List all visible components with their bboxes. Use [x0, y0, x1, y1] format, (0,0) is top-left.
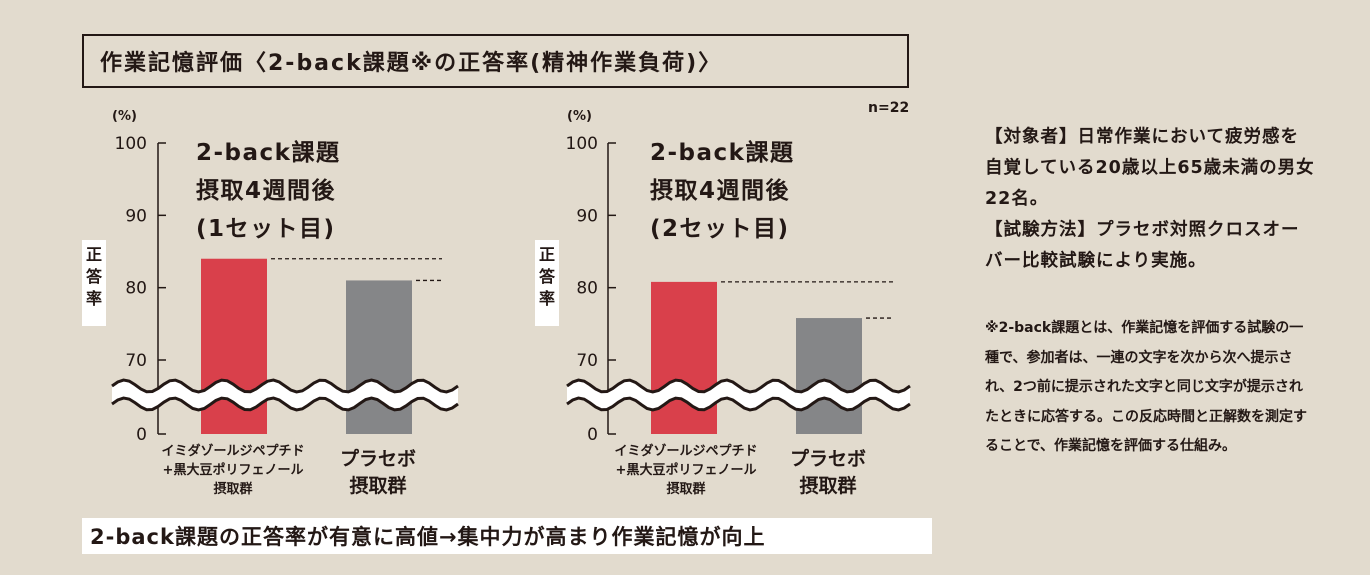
- category-label: 摂取群: [213, 481, 252, 497]
- bar-charts: (%)1009080700正答率2-back課題摂取4週間後(1セット目)イミダ…: [82, 109, 911, 497]
- y-tick-label: 70: [576, 351, 598, 371]
- placebo-bar: [346, 280, 412, 434]
- y-axis-label-char: 正: [539, 245, 555, 264]
- category-label: 摂取群: [349, 474, 406, 497]
- subjects-text: 【対象者】日常作業において疲労感を自覚している20歳以上65歳未満の男女22名。: [985, 127, 1315, 209]
- conclusion-banner: 2-back課題の正答率が有意に高値→集中力が高まり作業記憶が向上: [82, 518, 932, 554]
- figure-title: 作業記憶評価〈2-back課題※の正答率(精神作業負荷)〉: [82, 34, 909, 88]
- axis-break-line-bottom: [111, 396, 459, 412]
- chart-title-line: (2セット目): [650, 216, 790, 242]
- y-axis-label-char: 率: [539, 289, 555, 308]
- y-tick-label: 90: [576, 206, 598, 226]
- axis-break-line-bottom: [566, 396, 911, 412]
- chart-title-line: 摂取4週間後: [196, 177, 336, 204]
- study-description: 【対象者】日常作業において疲労感を自覚している20歳以上65歳未満の男女22名。…: [985, 122, 1315, 277]
- y-tick-label: 0: [587, 425, 598, 445]
- y-tick-label: 80: [125, 279, 147, 299]
- y-unit-label: (%): [112, 109, 137, 124]
- category-label: プラセボ: [340, 447, 416, 470]
- y-tick-label: 100: [566, 134, 598, 154]
- method-text: 【試験方法】プラセボ対照クロスオーバー比較試験により実施。: [985, 220, 1300, 271]
- y-label-box: [82, 240, 106, 326]
- chart-title-line: 2-back課題: [650, 139, 794, 166]
- chart-title-line: 摂取4週間後: [650, 177, 790, 204]
- y-tick-label: 80: [576, 279, 598, 299]
- axis-break-line-top: [111, 378, 459, 394]
- y-tick-label: 0: [136, 425, 147, 445]
- category-label: プラセボ: [790, 447, 866, 470]
- chart-title-line: (1セット目): [196, 216, 336, 242]
- category-label: 摂取群: [799, 474, 856, 497]
- footnote-text: ※2-back課題とは、作業記憶を評価する試験の一種で、参加者は、一連の文字を次…: [985, 320, 1307, 454]
- y-axis-label-char: 率: [86, 289, 102, 308]
- axis-break-band: [112, 380, 458, 410]
- axis-break-line-top: [566, 378, 911, 394]
- category-label: +黒大豆ポリフェノール: [616, 462, 757, 478]
- category-label: +黒大豆ポリフェノール: [163, 462, 304, 478]
- y-tick-label: 90: [125, 206, 147, 226]
- y-axis-label-char: 正: [86, 245, 102, 264]
- placebo-bar: [796, 318, 862, 434]
- y-label-box: [535, 240, 559, 326]
- chart-title-line: 2-back課題: [196, 139, 340, 166]
- y-tick-label: 100: [115, 134, 147, 154]
- category-label: 摂取群: [666, 481, 705, 497]
- y-axis-label-char: 答: [86, 267, 103, 286]
- category-label: イミダゾールジペプチド: [161, 443, 304, 459]
- sample-size-label: n=22: [868, 100, 910, 116]
- axis-break-band: [567, 380, 910, 410]
- category-label: イミダゾールジペプチド: [614, 443, 757, 459]
- test-bar: [651, 281, 717, 434]
- y-axis-label-char: 答: [539, 267, 556, 286]
- y-unit-label: (%): [567, 109, 592, 124]
- y-tick-label: 70: [125, 351, 147, 371]
